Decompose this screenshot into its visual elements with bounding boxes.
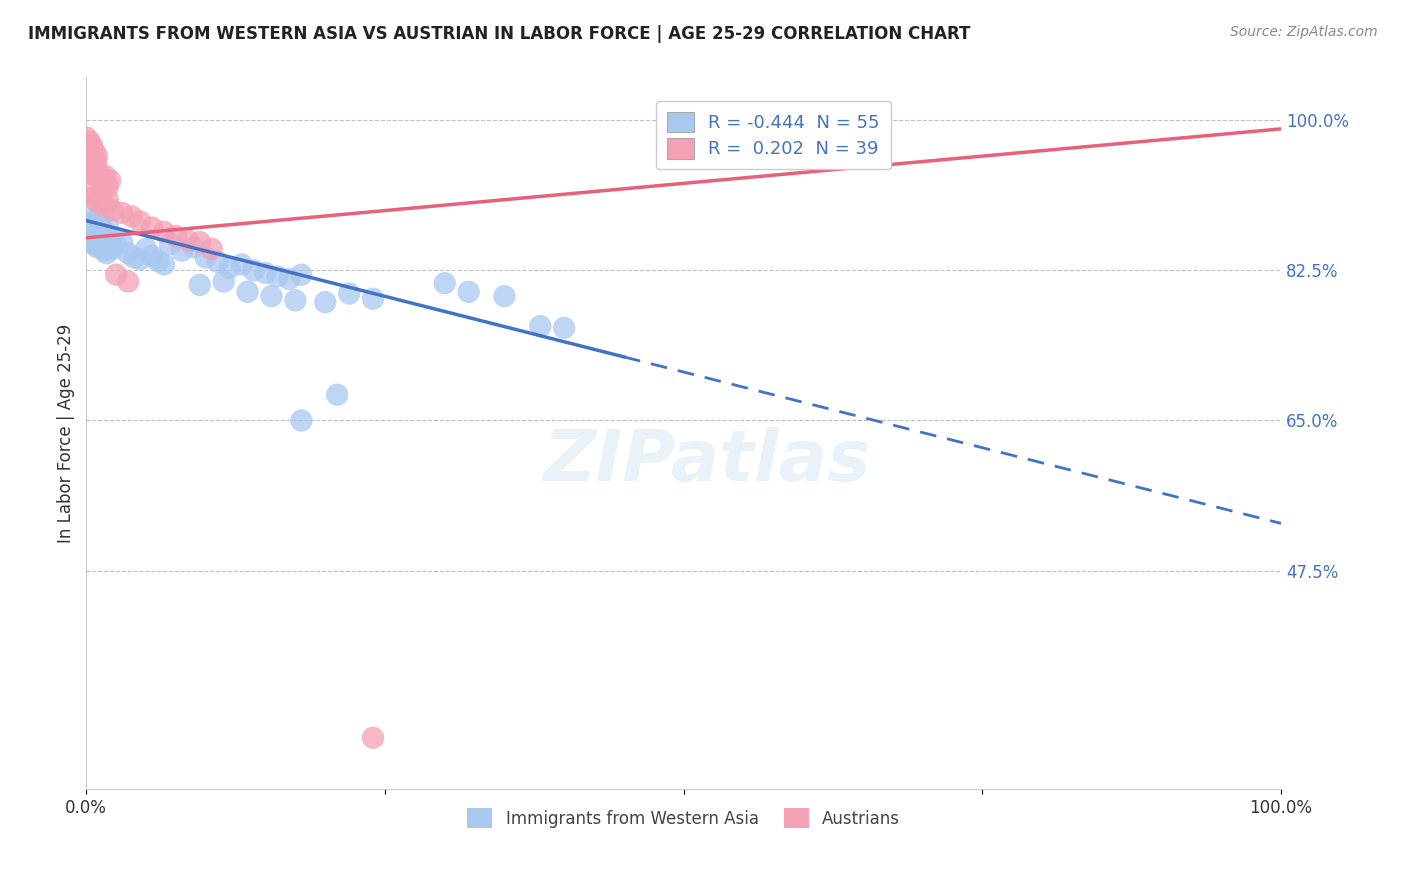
Point xyxy=(135,242,157,256)
Point xyxy=(94,227,117,241)
Point xyxy=(254,266,277,280)
Point xyxy=(266,269,288,284)
Point xyxy=(82,152,104,166)
Point xyxy=(337,286,360,301)
Point xyxy=(177,233,200,247)
Y-axis label: In Labor Force | Age 25-29: In Labor Force | Age 25-29 xyxy=(58,324,75,543)
Point xyxy=(91,175,114,189)
Point xyxy=(91,223,114,237)
Point xyxy=(231,257,253,271)
Point xyxy=(433,277,456,291)
Point xyxy=(86,194,108,209)
Point xyxy=(183,240,205,254)
Point xyxy=(457,285,479,299)
Point xyxy=(207,255,229,269)
Point xyxy=(96,246,118,260)
Point xyxy=(90,218,112,232)
Point xyxy=(77,161,100,175)
Point xyxy=(79,186,101,201)
Point xyxy=(86,149,108,163)
Point xyxy=(117,275,139,289)
Point xyxy=(80,147,103,161)
Point xyxy=(84,225,107,239)
Point xyxy=(93,199,115,213)
Point xyxy=(79,135,101,149)
Point xyxy=(361,731,384,745)
Point xyxy=(89,233,111,247)
Point xyxy=(97,180,120,194)
Point xyxy=(80,166,103,180)
Point xyxy=(153,257,176,271)
Point xyxy=(105,237,128,252)
Point xyxy=(84,156,107,170)
Point xyxy=(201,242,224,256)
Point xyxy=(153,225,176,239)
Point xyxy=(105,268,128,282)
Point xyxy=(98,173,121,187)
Text: ZIPatlas: ZIPatlas xyxy=(544,427,872,496)
Point xyxy=(82,139,104,153)
Point xyxy=(80,203,103,218)
Legend: Immigrants from Western Asia, Austrians: Immigrants from Western Asia, Austrians xyxy=(461,802,907,834)
Point xyxy=(290,413,312,427)
Text: Source: ZipAtlas.com: Source: ZipAtlas.com xyxy=(1230,25,1378,39)
Point xyxy=(188,277,211,292)
Point xyxy=(93,244,115,258)
Point xyxy=(529,319,551,334)
Point xyxy=(76,137,98,152)
Point xyxy=(553,321,575,335)
Point xyxy=(494,289,516,303)
Point xyxy=(83,145,105,159)
Point xyxy=(101,203,124,218)
Point xyxy=(98,230,121,244)
Point xyxy=(75,130,97,145)
Point xyxy=(82,235,104,249)
Text: IMMIGRANTS FROM WESTERN ASIA VS AUSTRIAN IN LABOR FORCE | AGE 25-29 CORRELATION : IMMIGRANTS FROM WESTERN ASIA VS AUSTRIAN… xyxy=(28,25,970,43)
Point xyxy=(129,214,152,228)
Point xyxy=(90,171,112,186)
Point xyxy=(90,188,112,202)
Point xyxy=(188,235,211,249)
Point xyxy=(212,275,235,289)
Point xyxy=(101,242,124,256)
Point xyxy=(82,220,104,235)
Point xyxy=(170,244,193,258)
Point xyxy=(111,235,134,249)
Point xyxy=(141,249,163,263)
Point xyxy=(141,220,163,235)
Point xyxy=(218,260,240,275)
Point xyxy=(361,292,384,306)
Point xyxy=(82,190,104,204)
Point xyxy=(260,289,283,303)
Point xyxy=(290,268,312,282)
Point xyxy=(129,252,152,267)
Point xyxy=(146,254,169,268)
Point xyxy=(236,285,259,299)
Point xyxy=(90,236,112,251)
Point xyxy=(94,169,117,183)
Point xyxy=(194,251,217,265)
Point xyxy=(326,388,349,402)
Point xyxy=(111,206,134,220)
Point xyxy=(242,263,264,277)
Point xyxy=(117,246,139,260)
Point xyxy=(87,165,110,179)
Point xyxy=(122,251,145,265)
Point xyxy=(82,163,104,178)
Point xyxy=(278,272,301,286)
Point xyxy=(165,229,187,244)
Point xyxy=(159,236,181,251)
Point xyxy=(79,232,101,246)
Point xyxy=(86,240,108,254)
Point xyxy=(97,192,120,206)
Point xyxy=(77,144,100,158)
Point xyxy=(121,210,143,224)
Point xyxy=(314,295,336,310)
Point xyxy=(77,216,100,230)
Point xyxy=(284,293,307,308)
Point xyxy=(84,169,107,183)
Point xyxy=(83,237,105,252)
Point xyxy=(97,219,120,234)
Point xyxy=(87,211,110,226)
